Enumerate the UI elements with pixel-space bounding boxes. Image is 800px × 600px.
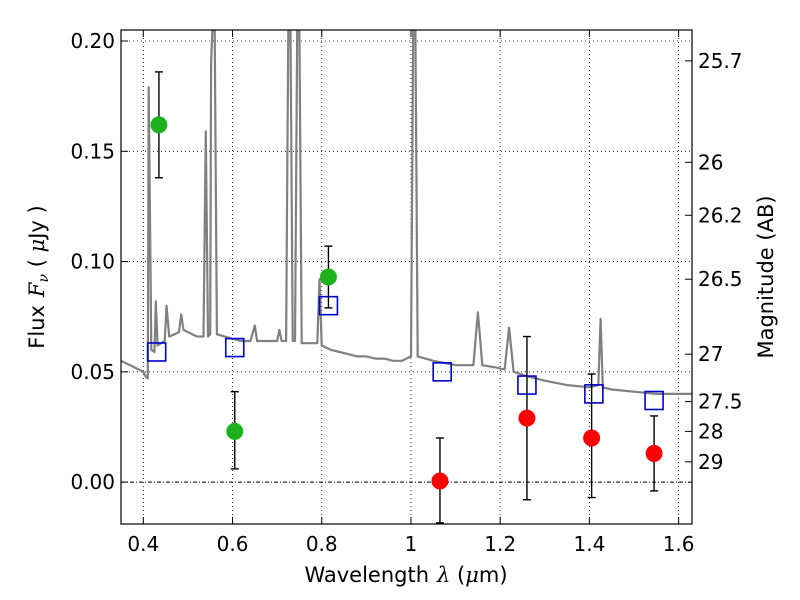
plot-frame [120, 29, 693, 525]
x-axis-label: Wavelength λ (μm) [304, 563, 507, 587]
y2-tick-label: 26 [698, 150, 723, 174]
x-axis: 0.4 0.6 0.8 1 1.2 1.4 1.6 [127, 30, 695, 556]
x-tick-label: 1.2 [484, 532, 516, 556]
nondetection-point [518, 409, 536, 427]
model-point [584, 384, 604, 404]
x-tick-label: 1.6 [663, 532, 695, 556]
y2-axis: 25.7 26 26.2 26.5 27 27.5 28 29 [685, 49, 743, 474]
y2-tick-label: 27.5 [698, 390, 743, 414]
y-axis-label: FluxFν ( μJy ) [25, 205, 52, 348]
y-axis: 0.00 0.05 0.10 0.15 0.20 [70, 29, 128, 494]
y-tick-label: 0.10 [70, 250, 115, 274]
model-point [432, 362, 452, 382]
x-tick-label: 1.4 [573, 532, 605, 556]
x-tick-label: 0.6 [217, 532, 249, 556]
y2-tick-label: 25.7 [698, 49, 743, 73]
template-spectrum-line [121, 30, 692, 395]
y2-tick-label: 28 [698, 419, 723, 443]
nondetection-point [645, 444, 663, 462]
y2-tick-label: 29 [698, 450, 723, 474]
y2-tick-label: 26.2 [698, 203, 743, 227]
model-point [146, 342, 167, 362]
model-point [644, 390, 664, 411]
x-tick-label: 1 [405, 532, 418, 556]
detection-point [150, 116, 168, 134]
y-tick-label: 0.00 [70, 470, 115, 494]
detection-point [226, 422, 244, 440]
x-tick-label: 0.8 [306, 532, 338, 556]
nondetection-point [431, 472, 449, 490]
model-point [224, 337, 245, 358]
y2-axis-label: Magnitude (AB) [754, 195, 778, 358]
y2-tick-label: 26.5 [698, 267, 743, 291]
y2-tick-label: 27 [698, 342, 723, 366]
y-tick-label: 0.05 [70, 360, 115, 384]
detection-point [319, 268, 337, 286]
y-tick-label: 0.20 [70, 29, 115, 53]
y-tick-label: 0.15 [70, 139, 115, 163]
x-tick-label: 0.4 [127, 532, 159, 556]
nondetection-point [583, 429, 601, 447]
